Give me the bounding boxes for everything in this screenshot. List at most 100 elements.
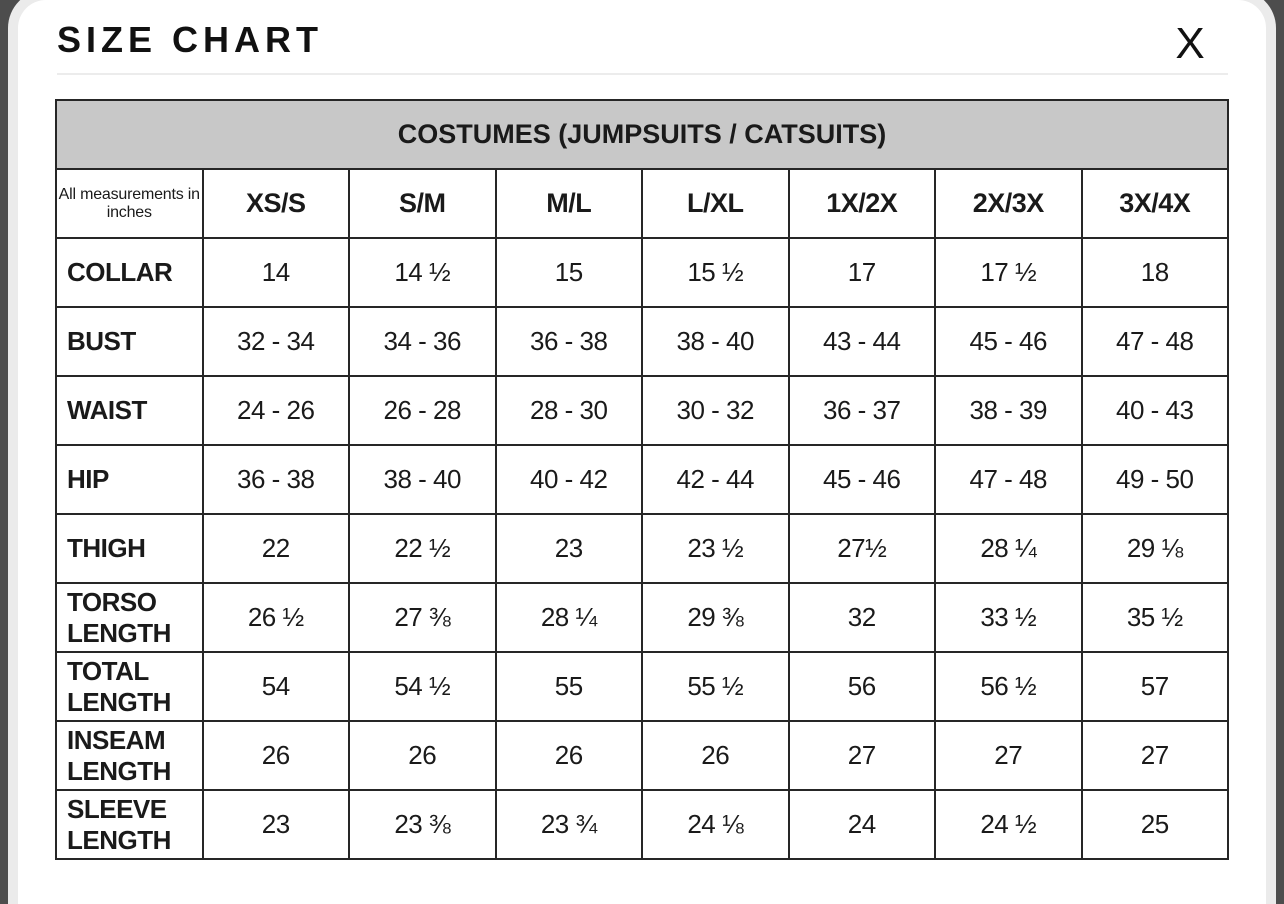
size-cell: 27½ [787,513,936,584]
column-header: L/XL [641,168,790,239]
size-cell: 38 - 39 [934,375,1083,446]
size-cell: 24 ⅛ [641,789,790,860]
size-cell: 32 [787,582,936,653]
size-cell: 26 [641,720,790,791]
table-band-row: COSTUMES (JUMPSUITS / CATSUITS) [55,99,1229,170]
size-cell: 36 - 37 [787,375,936,446]
column-header: 1X/2X [787,168,936,239]
size-cell: 56 ½ [934,651,1083,722]
table-title: COSTUMES (JUMPSUITS / CATSUITS) [55,99,1229,170]
size-cell: 27 [934,720,1083,791]
row-label: INSEAM LENGTH [55,720,204,791]
row-label: THIGH [55,513,204,584]
column-header: M/L [494,168,643,239]
size-cell: 17 [787,237,936,308]
size-cell: 47 - 48 [934,444,1083,515]
size-cell: 55 ½ [641,651,790,722]
column-header: 3X/4X [1080,168,1229,239]
size-cell: 23 ½ [641,513,790,584]
size-cell: 57 [1080,651,1229,722]
size-cell: 25 [1080,789,1229,860]
measurements-note: All measurements in inches [55,168,204,239]
size-cell: 49 - 50 [1080,444,1229,515]
size-table: COSTUMES (JUMPSUITS / CATSUITS) All meas… [55,99,1229,860]
size-cell: 26 [201,720,350,791]
size-cell: 47 - 48 [1080,306,1229,377]
size-cell: 35 ½ [1080,582,1229,653]
close-icon: X [1175,19,1205,68]
size-cell: 26 ½ [201,582,350,653]
size-cell: 15 [494,237,643,308]
row-label: COLLAR [55,237,204,308]
table-row: HIP 36 - 38 38 - 40 40 - 42 42 - 44 45 - 46 47… [55,444,1229,515]
size-cell: 36 - 38 [494,306,643,377]
size-cell: 27 [787,720,936,791]
table-row: BUST 32 - 34 34 - 36 36 - 38 38 - 40 43 - 44 4… [55,306,1229,377]
table-row: TORSO LENGTH 26 ½ 27 ⅜ 28 ¼ 29 ⅜ 32 33 ½ 35 ½ [55,582,1229,653]
size-table-container: COSTUMES (JUMPSUITS / CATSUITS) All meas… [18,75,1266,860]
size-cell: 28 ¼ [934,513,1083,584]
size-cell: 38 - 40 [348,444,497,515]
size-cell: 45 - 46 [934,306,1083,377]
size-cell: 14 [201,237,350,308]
size-cell: 29 ⅛ [1080,513,1229,584]
column-header-row: All measurements in inches XS/S S/M M/L L/X… [55,168,1229,239]
size-cell: 17 ½ [934,237,1083,308]
size-cell: 40 - 42 [494,444,643,515]
row-label: TOTAL LENGTH [55,651,204,722]
size-cell: 23 ⅜ [348,789,497,860]
row-label: SLEEVE LENGTH [55,789,204,860]
size-cell: 24 - 26 [201,375,350,446]
size-cell: 36 - 38 [201,444,350,515]
size-cell: 28 - 30 [494,375,643,446]
modal-header: SIZE CHART X [18,14,1266,72]
size-cell: 23 [494,513,643,584]
size-cell: 18 [1080,237,1229,308]
size-cell: 26 - 28 [348,375,497,446]
size-cell: 22 [201,513,350,584]
table-row: SLEEVE LENGTH 23 23 ⅜ 23 ¾ 24 ⅛ 24 24 ½ 25 [55,789,1229,860]
size-chart-modal: SIZE CHART X COSTUMES (JUMPSUITS / CATSU… [18,0,1266,904]
table-row: TOTAL LENGTH 54 54 ½ 55 55 ½ 56 56 ½ 57 [55,651,1229,722]
row-label: HIP [55,444,204,515]
size-cell: 54 ½ [348,651,497,722]
header-divider [57,73,1228,75]
table-row: INSEAM LENGTH 26 26 26 26 27 27 27 [55,720,1229,791]
size-cell: 55 [494,651,643,722]
size-cell: 56 [787,651,936,722]
size-cell: 34 - 36 [348,306,497,377]
size-cell: 38 - 40 [641,306,790,377]
size-cell: 27 [1080,720,1229,791]
row-label: BUST [55,306,204,377]
size-cell: 28 ¼ [494,582,643,653]
size-cell: 23 ¾ [494,789,643,860]
size-cell: 30 - 32 [641,375,790,446]
size-cell: 24 [787,789,936,860]
row-label: WAIST [55,375,204,446]
size-cell: 45 - 46 [787,444,936,515]
size-cell: 40 - 43 [1080,375,1229,446]
table-row: THIGH 22 22 ½ 23 23 ½ 27½ 28 ¼ 29 ⅛ [55,513,1229,584]
close-button[interactable]: X [1162,16,1218,72]
size-cell: 24 ½ [934,789,1083,860]
column-header: 2X/3X [934,168,1083,239]
row-label: TORSO LENGTH [55,582,204,653]
size-cell: 26 [494,720,643,791]
size-cell: 33 ½ [934,582,1083,653]
column-header: XS/S [201,168,350,239]
size-cell: 14 ½ [348,237,497,308]
size-cell: 23 [201,789,350,860]
size-cell: 32 - 34 [201,306,350,377]
size-cell: 26 [348,720,497,791]
column-header: S/M [348,168,497,239]
size-cell: 54 [201,651,350,722]
size-cell: 22 ½ [348,513,497,584]
size-cell: 15 ½ [641,237,790,308]
size-table-body: COLLAR 14 14 ½ 15 15 ½ 17 17 ½ 18 BUST 32 - 34 34 … [55,237,1229,860]
size-cell: 43 - 44 [787,306,936,377]
size-cell: 42 - 44 [641,444,790,515]
size-cell: 29 ⅜ [641,582,790,653]
table-row: WAIST 24 - 26 26 - 28 28 - 30 30 - 32 36 - 37… [55,375,1229,446]
page-title: SIZE CHART [57,19,323,60]
size-cell: 27 ⅜ [348,582,497,653]
